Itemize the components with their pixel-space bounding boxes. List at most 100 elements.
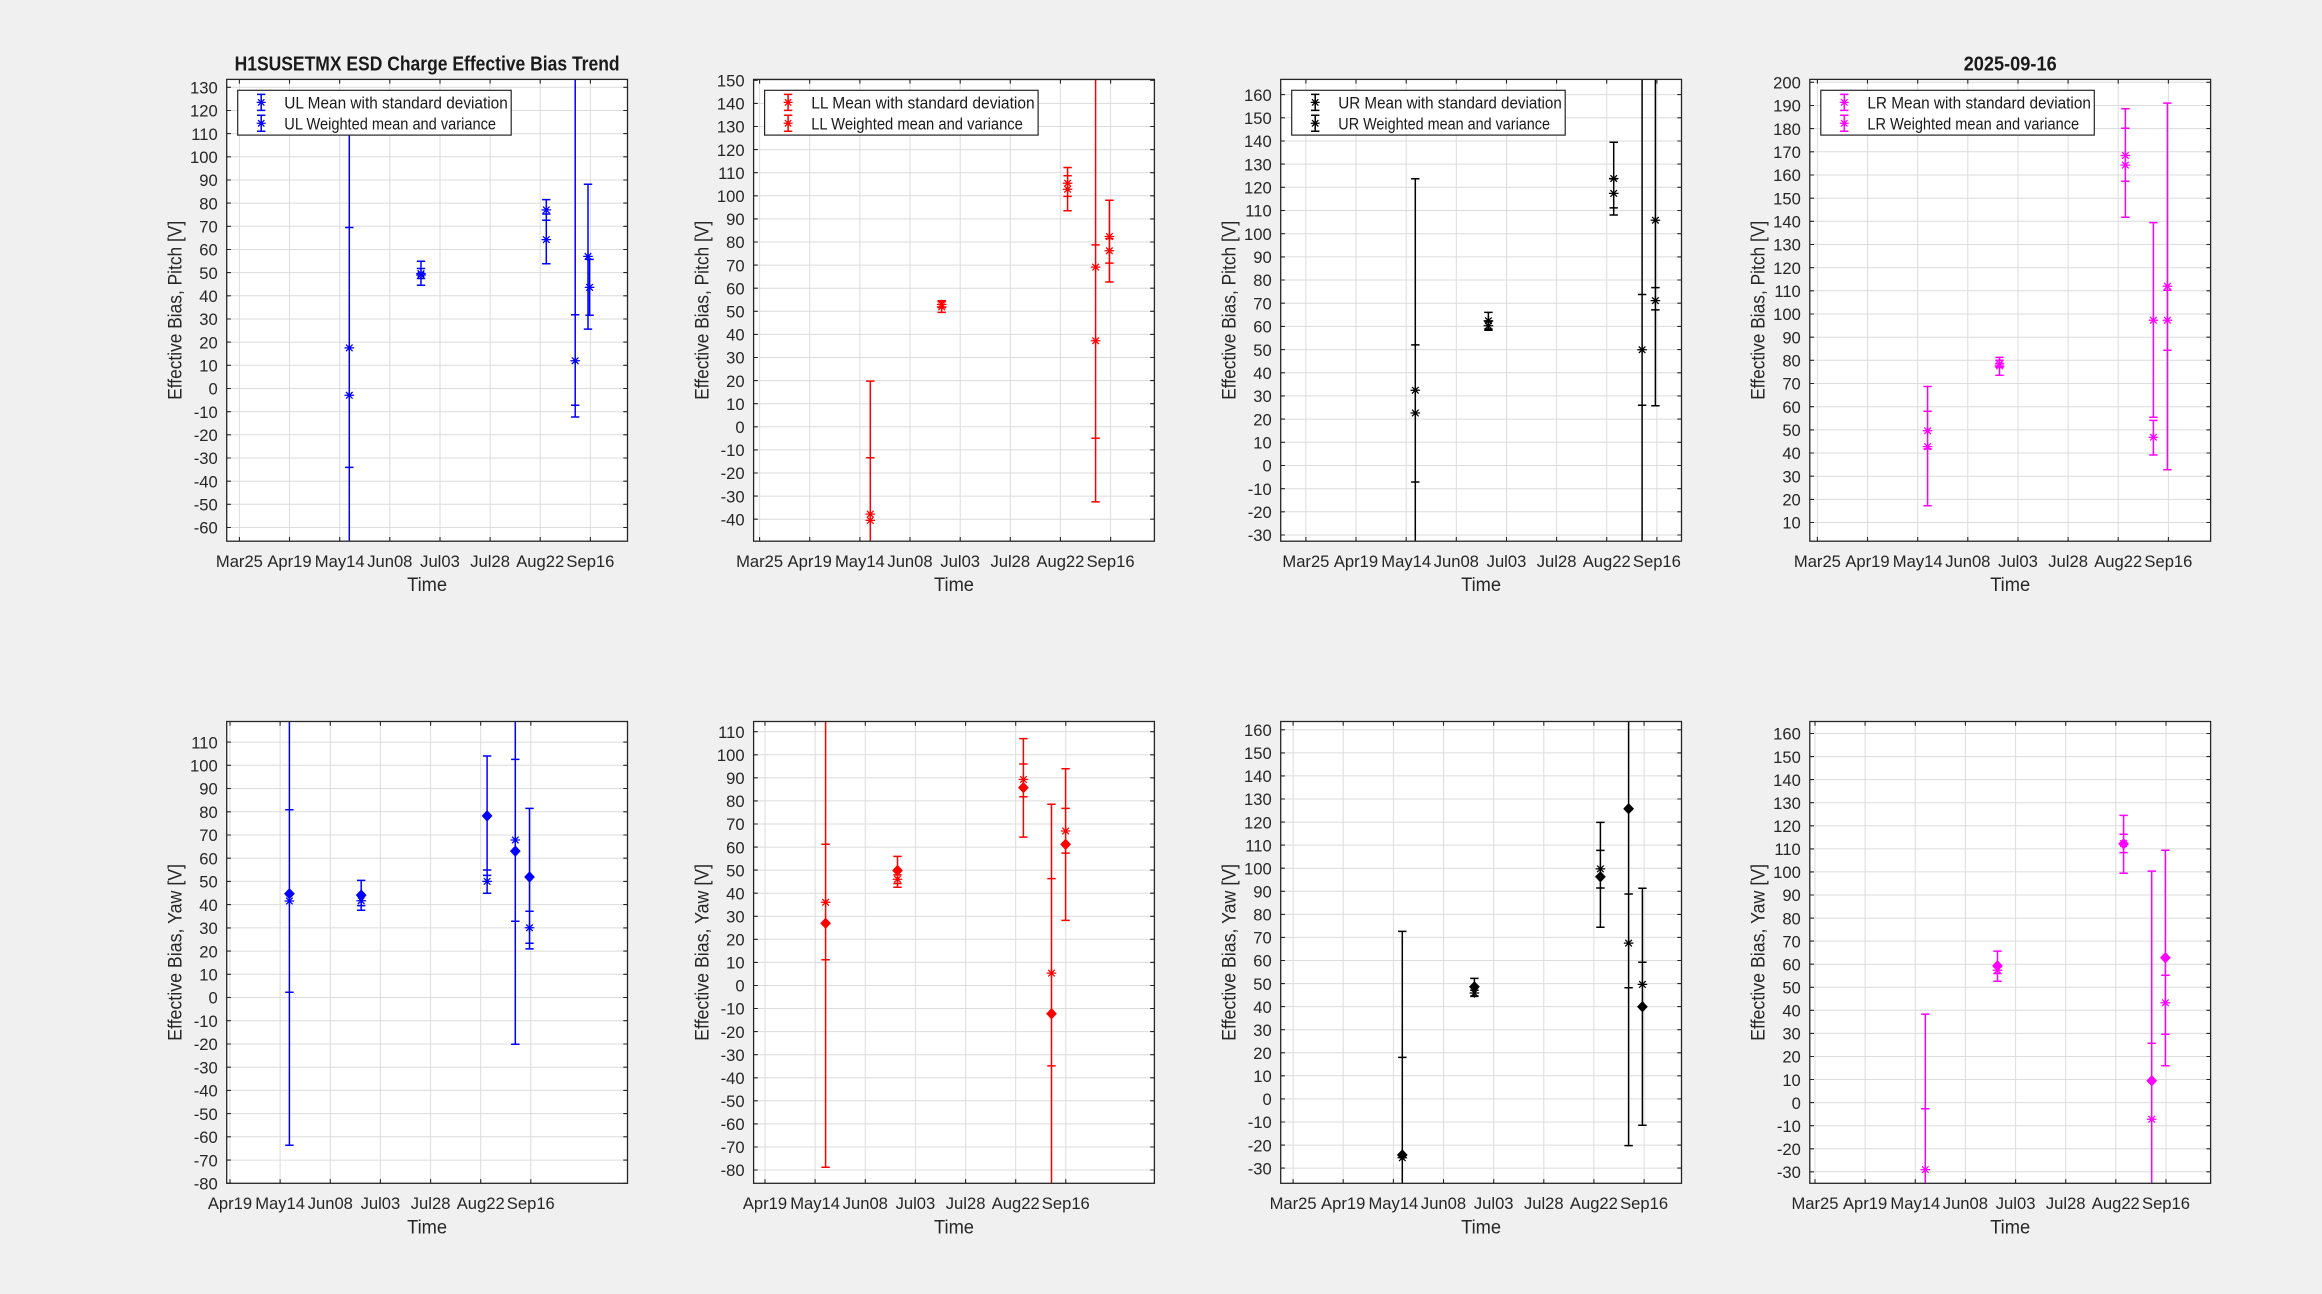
svg-text:Jun08: Jun08 (843, 1194, 888, 1213)
svg-text:20: 20 (1253, 1044, 1271, 1063)
svg-text:Effective Bias, Pitch [V]: Effective Bias, Pitch [V] (1749, 221, 1770, 400)
svg-text:40: 40 (199, 287, 217, 306)
svg-text:30: 30 (1782, 1025, 1800, 1044)
svg-text:40: 40 (726, 326, 744, 345)
svg-text:Mar25: Mar25 (1794, 552, 1841, 571)
svg-text:160: 160 (1244, 86, 1272, 105)
svg-text:LR Mean with standard deviatio: LR Mean with standard deviation (1867, 94, 2090, 113)
svg-text:-40: -40 (721, 510, 745, 529)
svg-text:120: 120 (717, 141, 745, 160)
svg-text:Apr19: Apr19 (1334, 552, 1378, 571)
svg-text:Jul28: Jul28 (2048, 552, 2088, 571)
svg-text:80: 80 (1253, 271, 1271, 290)
svg-text:90: 90 (1253, 248, 1271, 267)
svg-text:-20: -20 (1248, 1136, 1272, 1155)
svg-text:70: 70 (199, 826, 217, 845)
svg-text:-10: -10 (1777, 1117, 1801, 1136)
svg-text:H1SUSETMX ESD Charge Effective: H1SUSETMX ESD Charge Effective Bias Tren… (235, 54, 620, 76)
svg-text:120: 120 (1773, 259, 1801, 278)
svg-text:40: 40 (1782, 1002, 1800, 1021)
svg-text:90: 90 (199, 780, 217, 799)
svg-text:Effective Bias, Yaw [V]: Effective Bias, Yaw [V] (1219, 864, 1240, 1041)
svg-text:30: 30 (199, 310, 217, 329)
svg-text:Jul03: Jul03 (1487, 552, 1527, 571)
svg-text:-30: -30 (721, 1046, 745, 1065)
svg-text:Jul28: Jul28 (1537, 552, 1577, 571)
svg-text:150: 150 (1244, 109, 1272, 128)
svg-text:Apr19: Apr19 (1845, 552, 1889, 571)
svg-text:Sep16: Sep16 (2142, 1194, 2190, 1213)
svg-text:10: 10 (726, 395, 744, 414)
svg-text:-80: -80 (721, 1161, 745, 1180)
svg-text:10: 10 (199, 357, 217, 376)
svg-text:-40: -40 (194, 472, 218, 491)
svg-text:May14: May14 (315, 552, 365, 571)
svg-text:Apr19: Apr19 (267, 552, 311, 571)
svg-text:-30: -30 (1248, 1159, 1272, 1178)
svg-text:140: 140 (1773, 213, 1801, 232)
svg-text:-70: -70 (194, 1151, 218, 1170)
svg-text:-30: -30 (721, 487, 745, 506)
svg-text:Jul28: Jul28 (1524, 1194, 1564, 1213)
svg-text:Apr19: Apr19 (1321, 1194, 1365, 1213)
svg-text:60: 60 (1253, 318, 1271, 337)
svg-text:90: 90 (1782, 886, 1800, 905)
svg-text:UL Mean with standard deviatio: UL Mean with standard deviation (284, 94, 508, 113)
svg-text:20: 20 (1782, 1048, 1800, 1067)
svg-text:40: 40 (1782, 444, 1800, 463)
svg-text:160: 160 (1773, 725, 1801, 744)
svg-text:10: 10 (1253, 434, 1271, 453)
svg-text:Jul03: Jul03 (1996, 1194, 2036, 1213)
svg-text:70: 70 (726, 815, 744, 834)
svg-text:100: 100 (1244, 225, 1272, 244)
svg-text:160: 160 (1244, 721, 1272, 740)
svg-text:Mar25: Mar25 (1270, 1194, 1317, 1213)
svg-text:140: 140 (1244, 767, 1272, 786)
svg-text:40: 40 (199, 896, 217, 915)
svg-text:Apr19: Apr19 (788, 552, 832, 571)
svg-text:70: 70 (1782, 375, 1800, 394)
svg-text:May14: May14 (790, 1194, 840, 1213)
svg-text:Jul03: Jul03 (420, 552, 460, 571)
svg-text:May14: May14 (1890, 1194, 1940, 1213)
svg-text:10: 10 (199, 966, 217, 985)
svg-text:100: 100 (1773, 863, 1801, 882)
svg-text:Jun08: Jun08 (1421, 1194, 1466, 1213)
svg-text:50: 50 (1782, 979, 1800, 998)
svg-text:Mar25: Mar25 (216, 552, 263, 571)
svg-text:110: 110 (1774, 840, 1800, 859)
svg-text:-20: -20 (721, 1023, 745, 1042)
svg-text:Mar25: Mar25 (1282, 552, 1329, 571)
svg-text:0: 0 (735, 977, 744, 996)
svg-text:110: 110 (718, 164, 744, 183)
svg-text:-20: -20 (1777, 1140, 1801, 1159)
svg-text:90: 90 (1253, 883, 1271, 902)
svg-text:Jul28: Jul28 (2046, 1194, 2086, 1213)
svg-text:10: 10 (1782, 1071, 1800, 1090)
svg-text:May14: May14 (1368, 1194, 1418, 1213)
svg-text:May14: May14 (1381, 552, 1431, 571)
svg-text:60: 60 (199, 241, 217, 260)
svg-text:100: 100 (190, 148, 218, 167)
svg-text:Jun08: Jun08 (1945, 552, 1990, 571)
svg-text:Time: Time (407, 575, 447, 596)
svg-text:10: 10 (1253, 1067, 1271, 1086)
svg-text:-10: -10 (1248, 480, 1272, 499)
svg-text:Jul28: Jul28 (411, 1194, 451, 1213)
svg-text:190: 190 (1773, 97, 1801, 116)
svg-text:Effective Bias, Yaw [V]: Effective Bias, Yaw [V] (692, 864, 713, 1041)
svg-text:-70: -70 (721, 1138, 745, 1157)
svg-text:-80: -80 (194, 1175, 218, 1194)
svg-text:110: 110 (1245, 836, 1271, 855)
svg-text:-50: -50 (194, 496, 218, 515)
svg-text:20: 20 (1782, 491, 1800, 510)
svg-text:Aug22: Aug22 (516, 552, 564, 571)
svg-text:Mar25: Mar25 (736, 552, 783, 571)
svg-text:100: 100 (1773, 305, 1801, 324)
svg-text:110: 110 (1774, 282, 1800, 301)
svg-text:30: 30 (1253, 1021, 1271, 1040)
svg-text:70: 70 (199, 218, 217, 237)
svg-text:Sep16: Sep16 (1633, 552, 1681, 571)
svg-text:50: 50 (1782, 421, 1800, 440)
svg-text:30: 30 (726, 908, 744, 927)
